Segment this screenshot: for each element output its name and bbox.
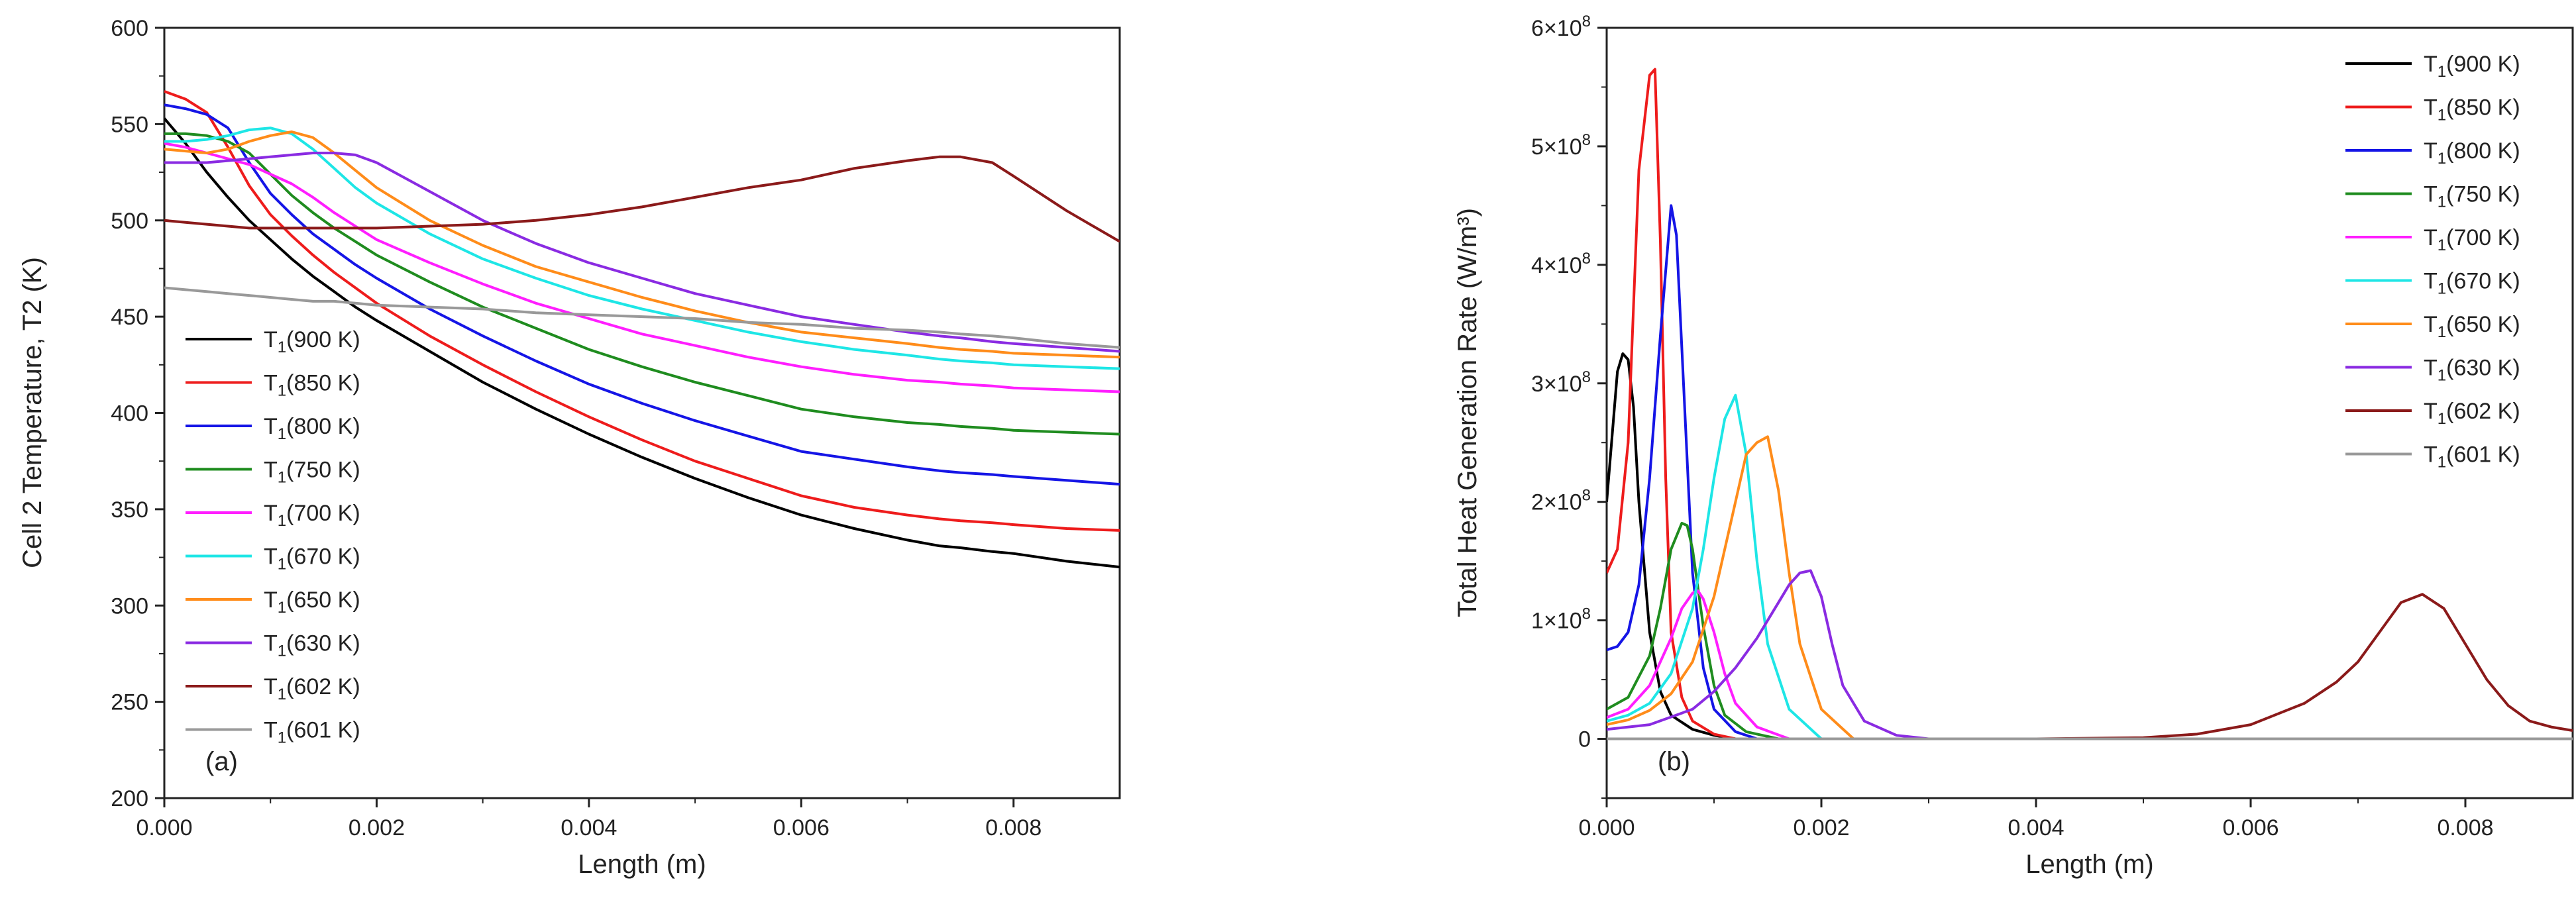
series-line-670k [1607,393,1823,740]
y-tick-label: 300 [111,593,148,619]
y-tick-label: 450 [111,305,148,330]
series-line-900k [1607,352,1736,740]
legend-entry: T1(601 K) [264,718,360,747]
series-lines-b [1607,68,2573,740]
series-line-630k [164,152,1120,353]
y-tick-label: 600 [111,16,148,41]
y-axis-label-b: Total Heat Generation Rate (W/m³) [1453,208,1482,617]
series-line-800k [1607,204,1758,740]
legend-b: T1(900 K) T1(850 K) T1(800 K) T1(750 K) T1(7… [2345,52,2520,472]
series-line-700k [164,142,1120,393]
x-tick-label: 0.004 [561,815,617,840]
legend-a: T1(900 K) T1(850 K) T1(800 K) T1(750 K) T1(7… [186,327,360,747]
y-tick-label: 2×108 [1531,487,1591,515]
y-tick-label: 400 [111,401,148,427]
axis-ticks-b: 0.000 0.002 0.004 0.006 0.008 0 1×108 2×108 3×10… [1531,13,2494,840]
series-line-750k [164,132,1120,436]
x-tick-label: 0.000 [136,815,192,840]
legend-entry: T1(900 K) [2424,52,2520,81]
y-tick-label: 200 [111,786,148,811]
plot-area-b [1605,26,2574,799]
legend-entry: T1(750 K) [2424,182,2520,211]
x-tick-label: 0.000 [1578,815,1635,840]
axis-ticks-a: 0.000 0.002 0.004 0.006 0.008 200 250 300 350 400… [111,16,1042,840]
series-line-750k [1607,521,1779,740]
chart-panel-a: 0.000 0.002 0.004 0.006 0.008 200 250 300 350 400… [18,16,1121,879]
legend-entry: T1(650 K) [2424,312,2520,341]
legend-entry: T1(670 K) [264,544,360,574]
series-line-670k [164,127,1120,370]
legend-entry: T1(630 K) [264,631,360,660]
legend-entry: T1(750 K) [264,458,360,487]
series-line-602k [164,155,1120,243]
legend-entry: T1(602 K) [2424,399,2520,428]
legend-entry: T1(800 K) [2424,138,2520,168]
y-tick-label: 500 [111,209,148,234]
series-line-850k [164,90,1120,532]
series-line-700k [1607,589,1790,740]
y-tick-label: 6×108 [1531,13,1591,41]
x-tick-label: 0.008 [985,815,1042,840]
x-axis-label-b: Length (m) [2025,850,2153,879]
panel-label-a: (a) [205,747,238,776]
y-tick-label: 3×108 [1531,368,1591,397]
series-line-650k [1607,435,1854,740]
legend-entry: T1(800 K) [264,414,360,443]
series-line-650k [164,130,1120,359]
panel-label-b: (b) [1658,747,1690,776]
chart-panel-b: 0.000 0.002 0.004 0.006 0.008 0 1×108 2×108 3×10… [1453,13,2574,879]
series-lines-a [164,90,1120,569]
legend-entry: T1(700 K) [2424,225,2520,254]
y-tick-label: 5×108 [1531,131,1591,160]
legend-entry: T1(850 K) [264,371,360,400]
series-line-800k [164,103,1120,486]
legend-entry: T1(700 K) [264,501,360,530]
y-tick-label: 350 [111,497,148,523]
y-tick-label: 1×108 [1531,605,1591,634]
legend-entry: T1(602 K) [264,674,360,703]
x-axis-label-a: Length (m) [578,850,706,879]
y-tick-label: 550 [111,112,148,137]
series-line-630k [1607,569,1929,740]
legend-entry: T1(850 K) [2424,95,2520,125]
y-tick-label: 0 [1578,727,1591,752]
legend-entry: T1(650 K) [264,587,360,617]
y-axis-label-a: Cell 2 Temperature, T2 (K) [18,257,47,568]
x-tick-label: 0.006 [2222,815,2279,840]
x-tick-label: 0.006 [773,815,830,840]
x-tick-label: 0.008 [2437,815,2493,840]
legend-entry: T1(601 K) [2424,442,2520,472]
legend-entry: T1(630 K) [2424,356,2520,385]
legend-entry: T1(900 K) [264,327,360,356]
x-tick-label: 0.002 [1793,815,1849,840]
x-tick-label: 0.004 [2008,815,2064,840]
series-line-850k [1607,68,1736,740]
x-tick-label: 0.002 [349,815,405,840]
series-line-601k [164,286,1120,349]
y-tick-label: 250 [111,690,148,715]
y-tick-label: 4×108 [1531,250,1591,278]
legend-entry: T1(670 K) [2424,269,2520,298]
